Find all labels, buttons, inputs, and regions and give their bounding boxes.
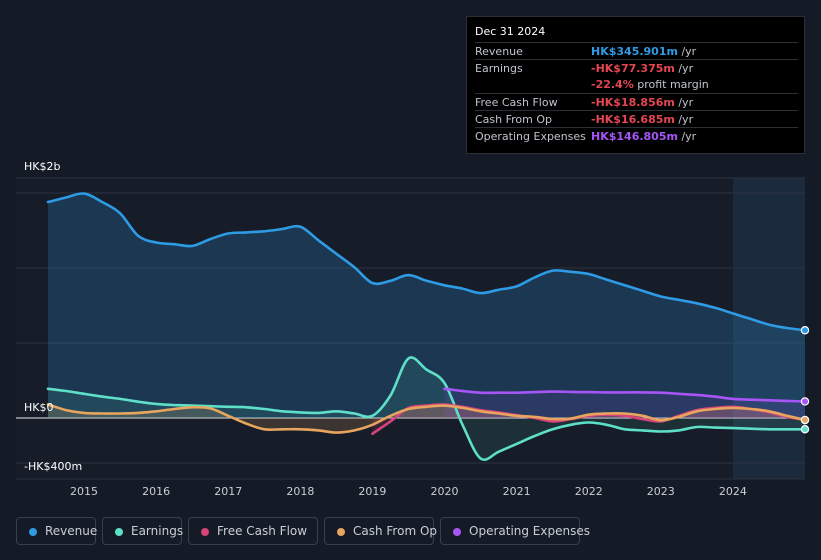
tooltip-row-earnings: Earnings -HK$77.375m /yr [475,59,798,77]
tooltip-date: Dec 31 2024 [475,25,546,38]
tooltip-value: -22.4% profit margin [591,78,709,91]
x-axis-ticks: 2015 2016 2017 2018 2019 2020 2021 2022 2023 2024 [70,485,747,498]
tooltip-row-free-cash-flow: Free Cash Flow -HK$18.856m /yr [475,93,798,111]
x-tick-label-2019: 2019 [358,485,386,498]
series-line-revenue [46,192,807,332]
series-area-operating-expenses [444,388,805,418]
y-tick-label-top: HK$2b [24,160,60,173]
x-tick-label-2021: 2021 [503,485,531,498]
tooltip-panel: Dec 31 2024 Revenue HK$345.901m /yr Earn… [466,16,805,154]
tooltip-row-operating-expenses: Operating Expenses HK$146.805m /yr [475,127,798,145]
series-area-revenue [48,193,805,418]
legend-item-earnings[interactable]: Earnings [102,517,184,545]
legend-label: Free Cash Flow [217,524,308,538]
x-tick-label-2022: 2022 [575,485,603,498]
series-end-markers [800,326,810,434]
tooltip-label: Cash From Op [475,113,553,126]
series-line-cash-from-op [46,403,807,434]
tooltip-value: -HK$16.685m /yr [591,113,694,126]
x-tick-label-2015: 2015 [70,485,98,498]
x-tick-label-2020: 2020 [431,485,459,498]
legend-label: Revenue [45,524,98,538]
y-tick-label-bottom: -HK$400m [24,460,82,473]
legend-label: Cash From Op [353,524,438,538]
legend-dot-icon [115,528,123,536]
x-tick-label-2016: 2016 [142,485,170,498]
series-line-earnings [46,356,807,461]
series-end-marker-operating-expenses [800,397,810,406]
series-lines [46,192,807,461]
tooltip-row-revenue: Revenue HK$345.901m /yr [475,42,798,60]
x-tick-label-2018: 2018 [286,485,314,498]
series-area-earnings [48,357,805,460]
tooltip-value: -HK$18.856m /yr [591,96,694,109]
legend-item-free-cash-flow[interactable]: Free Cash Flow [188,517,318,545]
series-end-marker-earnings [800,425,810,434]
tooltip-value: HK$345.901m /yr [591,45,697,58]
tooltip-value: HK$146.805m /yr [591,130,697,143]
legend-item-revenue[interactable]: Revenue [16,517,98,545]
legend-dot-icon [453,528,461,536]
x-tick-label-2023: 2023 [647,485,675,498]
tooltip-value: -HK$77.375m /yr [591,62,694,75]
tooltip-label: Earnings [475,62,523,75]
legend-label: Earnings [131,524,184,538]
tooltip-row-cash-from-op: Cash From Op -HK$16.685m /yr [475,110,798,128]
legend-dot-icon [29,528,37,536]
legend-label: Operating Expenses [469,524,590,538]
legend-dot-icon [337,528,345,536]
tooltip-label: Operating Expenses [475,130,586,143]
tooltip-row-profit-margin: -22.4% profit margin [475,76,798,93]
tooltip-label: Free Cash Flow [475,96,558,109]
tooltip-label: Revenue [475,45,523,58]
x-tick-label-2017: 2017 [214,485,242,498]
plot-background [16,178,805,479]
x-tick-label-2024: 2024 [719,485,747,498]
series-end-marker-revenue [800,326,810,335]
legend-item-cash-from-op[interactable]: Cash From Op [324,517,438,545]
legend-item-operating-expenses[interactable]: Operating Expenses [440,517,590,545]
series-end-marker-cash-from-op [800,415,810,425]
y-tick-label-zero: HK$0 [24,401,53,414]
legend-dot-icon [201,528,209,536]
series-line-operating-expenses [443,387,807,403]
